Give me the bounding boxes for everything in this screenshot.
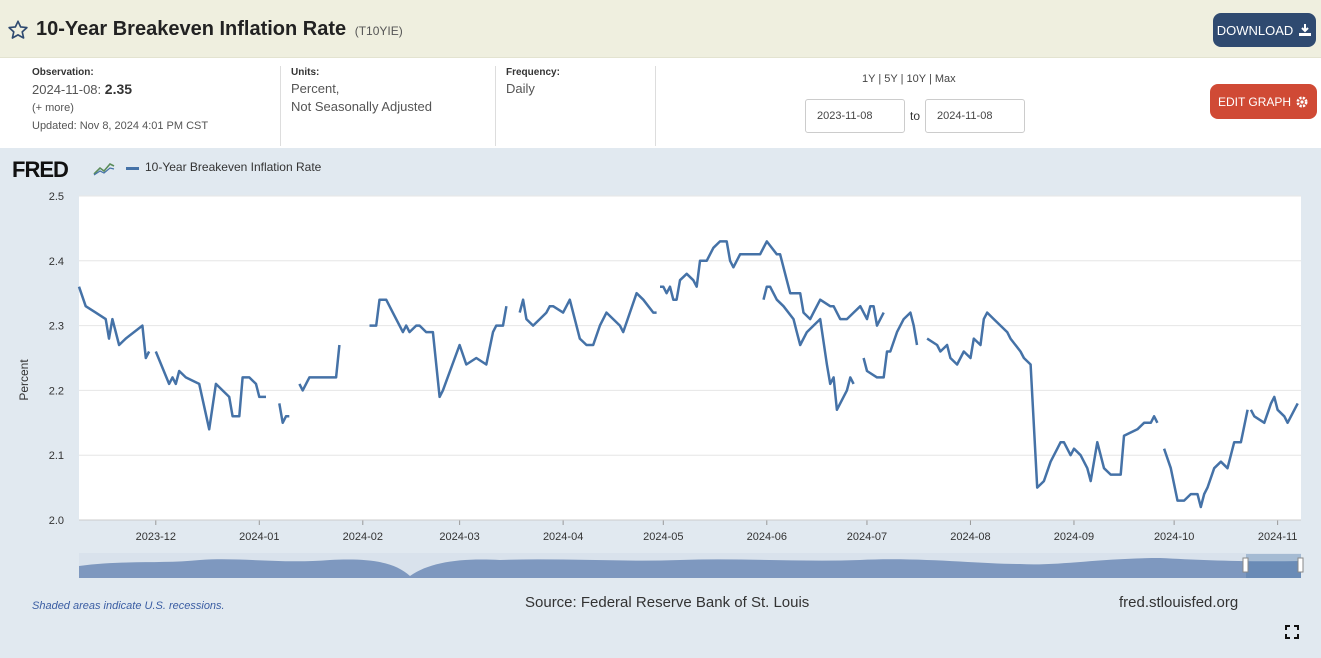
end-date-input[interactable]: 2024-11-08 xyxy=(925,99,1025,133)
line-chart: 2.0 2.1 2.2 2.3 2.4 2.5 2023-12 2024-01 2024-02… xyxy=(17,191,1304,578)
x-tick-label: 2024-02 xyxy=(343,531,383,543)
series-line-segment xyxy=(154,351,266,431)
x-tick-label: 2024-05 xyxy=(643,531,683,543)
site-credit[interactable]: fred.stlouisfed.org xyxy=(1119,594,1239,611)
fred-logo: FRED xyxy=(12,157,69,183)
range-1y-link[interactable]: 1Y xyxy=(862,73,876,85)
title-bar: 10-Year Breakeven Inflation Rate (T10YIE… xyxy=(0,0,1321,58)
series-line-segment xyxy=(1249,395,1299,425)
recession-note: Shaded areas indicate U.S. recessions. xyxy=(32,600,225,612)
x-tick-label: 2024-04 xyxy=(543,531,583,543)
units-line-1: Percent, xyxy=(291,81,340,96)
series-title: 10-Year Breakeven Inflation Rate xyxy=(36,18,347,40)
source-credit: Source: Federal Reserve Bank of St. Loui… xyxy=(525,594,810,611)
observation-value: 2.35 xyxy=(104,81,133,97)
series-line-segment xyxy=(862,311,919,379)
x-tick-label: 2024-09 xyxy=(1054,531,1094,543)
x-tick-label: 2024-07 xyxy=(847,531,887,543)
x-tick-label: 2024-11 xyxy=(1258,531,1298,543)
series-line-segment xyxy=(1162,409,1249,509)
series-line-segment xyxy=(762,285,855,412)
series-lines xyxy=(77,240,1299,509)
fred-graph-icon xyxy=(93,163,115,176)
x-tick-label: 2023-12 xyxy=(136,531,176,543)
y-tick-label: 2.1 xyxy=(49,450,64,462)
x-tick-label: 2024-06 xyxy=(747,531,787,543)
observation-block: Observation: 2024-11-08: 2.35 (+ more) U… xyxy=(32,66,208,135)
range-max-link[interactable]: Max xyxy=(934,73,956,85)
download-button[interactable]: DOWNLOAD xyxy=(1213,13,1316,47)
range-10y-link[interactable]: 10Y xyxy=(906,73,926,85)
range-separator: | xyxy=(900,73,904,85)
x-tick-label: 2024-01 xyxy=(239,531,279,543)
observation-heading: Observation: xyxy=(32,67,94,78)
updated-timestamp: Updated: Nov 8, 2024 4:01 PM CST xyxy=(32,120,209,132)
gear-icon xyxy=(1296,96,1308,107)
y-tick-label: 2.3 xyxy=(49,321,64,333)
legend-swatch xyxy=(126,167,139,170)
series-id: (T10YIE) xyxy=(354,24,403,38)
navigator-right-handle[interactable] xyxy=(1297,557,1304,573)
download-label: DOWNLOAD xyxy=(1216,22,1294,38)
y-tick-label: 2.0 xyxy=(49,515,64,527)
download-icon xyxy=(1299,24,1312,36)
series-line-segment xyxy=(660,240,885,327)
series-line-segment xyxy=(518,291,657,347)
x-tick-label: 2024-10 xyxy=(1154,531,1194,543)
y-axis-label: Percent xyxy=(17,359,31,401)
range-separator: | xyxy=(878,73,882,85)
frequency-heading: Frequency: xyxy=(506,67,560,78)
navigator-window[interactable] xyxy=(1246,554,1301,578)
x-axis-ticks: 2023-12 2024-01 2024-02 2024-03 2024-04 2024-… xyxy=(79,519,1301,543)
units-block: Units: Percent, Not Seasonally Adjusted xyxy=(291,66,432,116)
fullscreen-icon[interactable] xyxy=(1285,625,1299,639)
y-tick-label: 2.2 xyxy=(49,385,64,397)
series-line-segment xyxy=(298,344,341,392)
series-line-segment xyxy=(77,286,151,360)
range-5y-link[interactable]: 5Y xyxy=(884,73,898,85)
range-selector: 1Y | 5Y | 10Y | Max xyxy=(862,73,956,85)
plot-area xyxy=(79,196,1301,520)
y-axis-ticks: 2.0 2.1 2.2 2.3 2.4 2.5 xyxy=(49,191,64,527)
divider xyxy=(280,66,281,146)
y-tick-label: 2.5 xyxy=(49,191,64,203)
fred-logo-text: FRED xyxy=(12,157,69,182)
range-navigator[interactable] xyxy=(79,553,1304,578)
frequency-block: Frequency: Daily xyxy=(506,66,560,98)
series-line-segment xyxy=(278,403,290,425)
more-observations-link[interactable]: (+ more) xyxy=(32,102,74,114)
series-line-segment xyxy=(369,298,508,399)
observation-date: 2024-11-08: xyxy=(32,82,102,97)
divider xyxy=(655,66,656,146)
to-label: to xyxy=(910,109,921,123)
edit-graph-label: EDIT GRAPH xyxy=(1217,94,1292,109)
frequency-value: Daily xyxy=(506,81,535,96)
star-icon[interactable] xyxy=(7,19,29,41)
edit-graph-button[interactable]: EDIT GRAPH xyxy=(1210,84,1317,119)
navigator-left-handle[interactable] xyxy=(1242,557,1249,573)
range-separator: | xyxy=(928,73,932,85)
units-line-2: Not Seasonally Adjusted xyxy=(291,99,432,114)
units-heading: Units: xyxy=(291,67,320,78)
y-tick-label: 2.4 xyxy=(49,256,64,268)
divider xyxy=(495,66,496,146)
start-date-input[interactable]: 2023-11-08 xyxy=(805,99,905,133)
series-line-segment xyxy=(926,311,1159,489)
page-title: 10-Year Breakeven Inflation Rate (T10YIE… xyxy=(36,18,403,41)
x-tick-label: 2024-08 xyxy=(950,531,990,543)
legend-label: 10-Year Breakeven Inflation Rate xyxy=(145,160,322,174)
x-tick-label: 2024-03 xyxy=(439,531,479,543)
series-metadata: Observation: 2024-11-08: 2.35 (+ more) U… xyxy=(0,58,1321,148)
